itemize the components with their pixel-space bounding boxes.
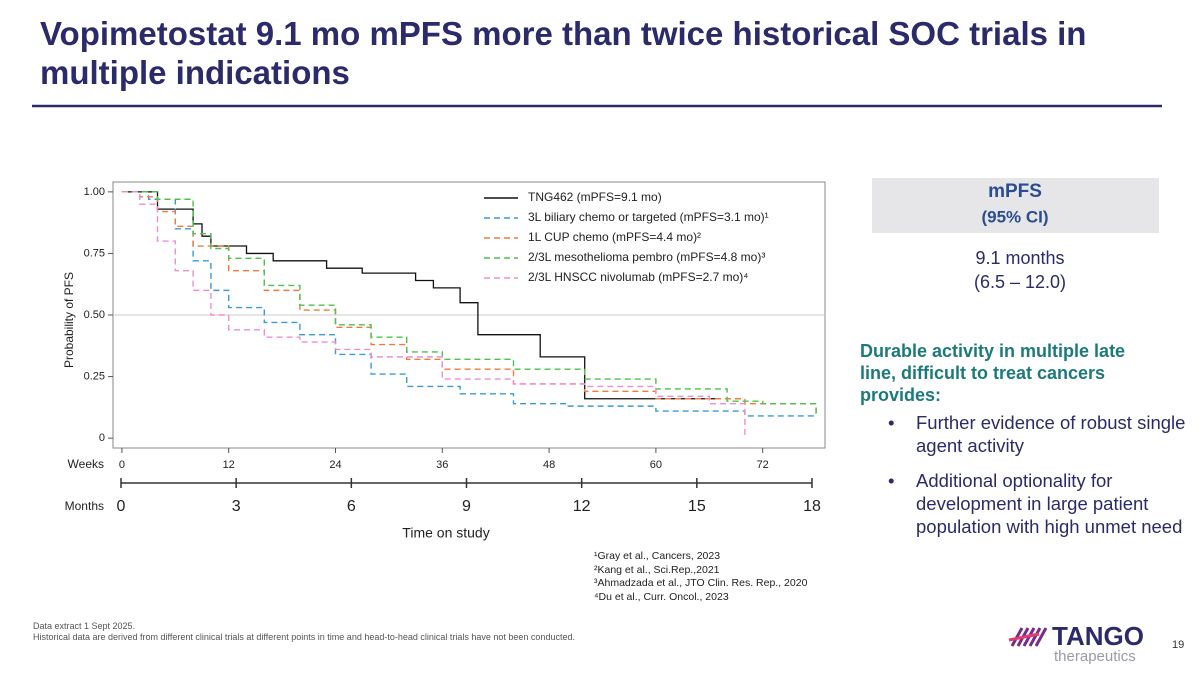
- x-axis-label: Time on study: [402, 525, 489, 541]
- x-tick-label: 12: [223, 459, 235, 471]
- months-tick-label: 18: [803, 498, 821, 515]
- logo-mark: [1008, 627, 1048, 647]
- months-tick-label: 3: [232, 498, 241, 515]
- legend-label: TNG462 (mPFS=9.1 mo): [528, 190, 662, 204]
- page-number: 19: [1172, 639, 1184, 651]
- bullet: • Additional optionality for development …: [888, 470, 1183, 537]
- x-tick-label: 72: [757, 459, 769, 471]
- x-tick-label: 36: [436, 459, 448, 471]
- legend-label: 2/3L mesothelioma pembro (mPFS=4.8 mo)³: [528, 250, 765, 264]
- y-tick-label: 0.50: [84, 309, 105, 321]
- reference: ³Ahmadzada et al., JTO Clin. Res. Rep., …: [594, 577, 808, 589]
- km-curve: [121, 191, 817, 417]
- km-curve: [121, 191, 746, 436]
- mpfs-ci: (6.5 – 12.0): [974, 272, 1066, 292]
- mpfs-header: mPFS: [988, 181, 1042, 202]
- logo-sub: therapeutics: [1054, 648, 1136, 665]
- y-axis-label: Probability of PFS: [62, 272, 76, 368]
- months-tick-label: 6: [347, 498, 356, 515]
- bullet-dot: •: [888, 412, 895, 433]
- months-tick-label: 9: [462, 498, 471, 515]
- logo-name: TANGO: [1052, 621, 1144, 651]
- bullet-dot: •: [888, 470, 895, 491]
- x-tick-label: 60: [650, 459, 662, 471]
- x-tick-label: 24: [329, 459, 341, 471]
- legend-label: 1L CUP chemo (mPFS=4.4 mo)²: [528, 230, 701, 244]
- weeks-label: Weeks: [68, 457, 104, 471]
- months-tick-label: 12: [573, 498, 591, 515]
- y-tick-label: 0.75: [84, 247, 105, 259]
- y-tick-label: 1.00: [84, 186, 105, 198]
- x-tick-label: 48: [543, 459, 555, 471]
- mpfs-subheader: (95% CI): [981, 207, 1048, 226]
- months-tick-label: 15: [688, 498, 706, 515]
- mpfs-box: [872, 178, 1159, 233]
- footnote: Historical data are derived from differe…: [33, 632, 575, 642]
- reference: ⁴Du et al., Curr. Oncol., 2023: [594, 590, 729, 603]
- months-label: Months: [65, 499, 104, 513]
- legend-label: 3L biliary chemo or targeted (mPFS=3.1 m…: [528, 210, 769, 224]
- bullet: • Further evidence of robust single agent…: [888, 412, 1186, 456]
- summary-heading: Durable activity in multiple late line, …: [860, 341, 1126, 405]
- y-tick-label: 0.25: [84, 370, 105, 382]
- km-curve: [121, 191, 817, 414]
- km-curve: [121, 191, 719, 400]
- x-tick-label: 0: [119, 459, 125, 471]
- mpfs-value: 9.1 months: [975, 248, 1064, 268]
- slide-title: Vopimetostat 9.1 mo mPFS more than twice…: [40, 15, 1087, 91]
- y-tick-label: 0: [99, 432, 105, 444]
- legend-label: 2/3L HNSCC nivolumab (mPFS=2.7 mo)⁴: [528, 270, 748, 284]
- reference: ¹Gray et al., Cancers, 2023: [594, 550, 721, 562]
- months-tick-label: 0: [117, 498, 126, 515]
- reference: ²Kang et al., Sci.Rep.,2021: [594, 563, 720, 576]
- footnote: Data extract 1 Sept 2025.: [33, 621, 136, 631]
